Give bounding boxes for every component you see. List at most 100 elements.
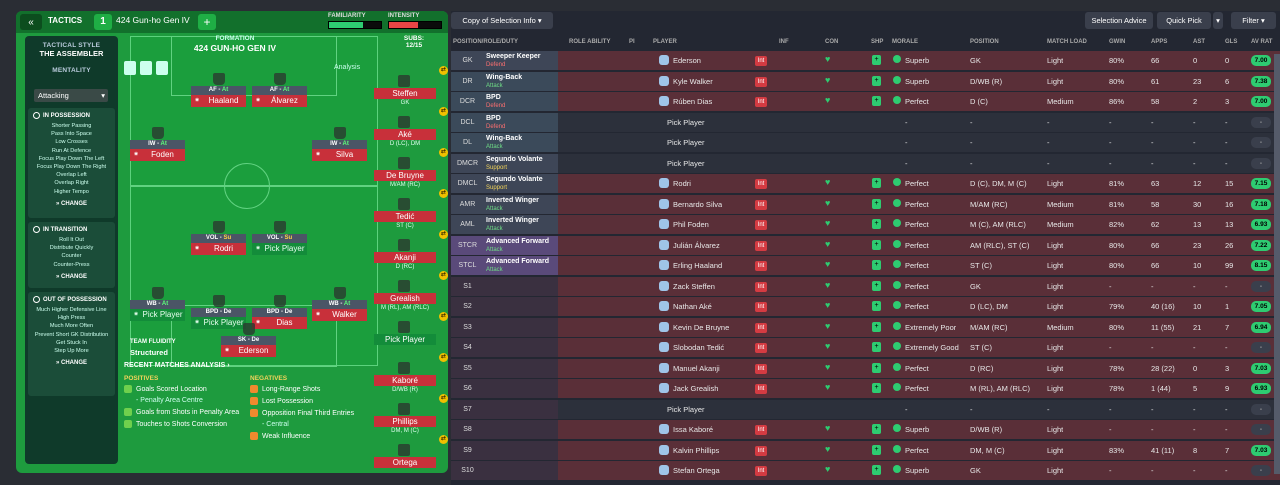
sub-card[interactable]: ⇄ De Bruyne M/AM (RC) (374, 148, 448, 189)
card-player-name[interactable]: ⁕ Pick Player (130, 309, 185, 321)
pitch-card[interactable]: WB - At ⁕ Walker (312, 287, 367, 321)
sub-name[interactable]: Pick Player (374, 334, 436, 345)
column-header[interactable]: CON (825, 39, 839, 45)
filter-button[interactable]: Filter ▾ (1231, 12, 1276, 29)
role-duty-cell[interactable]: Segundo Volante Support (484, 174, 558, 193)
player-name[interactable]: Pick Player (667, 158, 705, 168)
role-duty-cell[interactable]: Advanced Forward Attack (484, 235, 558, 255)
pitch-card[interactable]: VOL - Su ⁕ Rodri (191, 221, 246, 255)
injury-icon[interactable]: Int (755, 384, 767, 394)
player-name[interactable]: Pick Player (667, 404, 705, 414)
sub-name[interactable]: Steffen (374, 88, 436, 99)
stats-view-toggle[interactable] (140, 61, 152, 75)
player-name[interactable]: Ederson (673, 56, 701, 65)
swap-arrow-icon[interactable]: ⇄ (439, 435, 448, 444)
oop-change-button[interactable]: » CHANGE (55, 360, 88, 367)
sub-card[interactable]: ⇄ Akanji D (RC) (374, 230, 448, 271)
sub-name[interactable]: Ortega (374, 457, 436, 468)
table-row[interactable]: S1 Int ♥ + Zack Steffen Perfect GK Light - - - - - (451, 276, 1280, 297)
recent-matches-heading[interactable]: RECENT MATCHES ANALYSIS › (124, 362, 230, 369)
injury-icon[interactable]: Int (755, 97, 767, 107)
table-row[interactable]: S7 Pick Player - - - - - - - - (451, 399, 1280, 420)
player-name[interactable]: Erling Haaland (673, 261, 723, 270)
role-duty-cell[interactable]: Wing-Back Attack (484, 133, 558, 152)
role-duty-cell[interactable]: BPD Defend (484, 112, 558, 132)
add-tactic-button[interactable]: + (198, 14, 216, 30)
card-player-name[interactable]: ⁕ Foden (130, 149, 185, 161)
role-duty-cell[interactable]: Sweeper Keeper Defend (484, 51, 558, 70)
sub-card[interactable]: ⇄ Ortega (374, 435, 448, 468)
card-role[interactable]: WB - At (130, 300, 185, 309)
role-duty-cell[interactable]: Advanced Forward Attack (484, 256, 558, 275)
injury-icon[interactable]: Int (755, 56, 767, 66)
copy-selection-dropdown[interactable]: Copy of Selection Info ▾ (451, 12, 553, 29)
pitch-card[interactable]: BPD - De ⁕ Dias (252, 295, 307, 329)
sub-name[interactable]: Tedić (374, 211, 436, 222)
injury-icon[interactable]: Int (755, 281, 767, 292)
swap-arrow-icon[interactable]: ⇄ (439, 107, 448, 116)
injury-icon[interactable]: Int (755, 363, 767, 374)
sub-card[interactable]: ⇄ Kaboré D/WB (R) (374, 353, 448, 394)
player-name[interactable]: Zack Steffen (673, 281, 715, 291)
column-header[interactable]: ROLE ABILITY (569, 39, 611, 45)
possession-change-button[interactable]: » CHANGE (55, 200, 88, 207)
column-header[interactable]: AST (1193, 39, 1205, 45)
tactic-name[interactable]: 424 Gun-ho Gen IV (116, 15, 190, 25)
player-name[interactable]: Stefan Ortega (673, 466, 720, 475)
role-duty-cell[interactable] (484, 276, 558, 296)
role-duty-cell[interactable] (484, 440, 558, 460)
column-header[interactable]: GWIN (1109, 39, 1126, 45)
role-duty-cell[interactable] (484, 461, 558, 480)
card-player-name[interactable]: ⁕ Rodri (191, 243, 246, 255)
injury-icon[interactable]: Int (755, 240, 767, 251)
card-player-name[interactable]: ⁕ Silva (312, 149, 367, 161)
player-name[interactable]: Issa Kaboré (673, 425, 714, 434)
player-name[interactable]: Jack Grealish (673, 384, 719, 393)
card-role[interactable]: IW - At (130, 140, 185, 149)
role-duty-cell[interactable] (484, 338, 558, 357)
player-name[interactable]: Kalvin Phillips (673, 445, 720, 455)
card-player-name[interactable]: ⁕ Dias (252, 317, 307, 329)
injury-icon[interactable]: Int (755, 76, 767, 87)
injury-icon[interactable]: Int (755, 302, 767, 312)
player-name[interactable]: Pick Player (667, 138, 705, 147)
swap-arrow-icon[interactable]: ⇄ (439, 66, 448, 75)
column-header[interactable]: POSITION/ROLE/DUTY (453, 39, 519, 45)
column-header[interactable]: MORALE (892, 39, 918, 45)
injury-icon[interactable]: Int (755, 425, 767, 435)
role-duty-cell[interactable]: Segundo Volante Support (484, 153, 558, 173)
injury-icon[interactable]: Int (755, 343, 767, 353)
sub-card[interactable]: ⇄ Pick Player (374, 312, 448, 345)
sub-card[interactable]: ⇄ Tedić ST (C) (374, 189, 448, 230)
sub-name[interactable]: Phillips (374, 416, 436, 427)
table-row[interactable]: S6 Int ♥ + Jack Grealish Perfect M (RL), AM (R… (451, 379, 1280, 399)
swap-arrow-icon[interactable]: ⇄ (439, 312, 448, 321)
player-name[interactable]: Rúben Dias (673, 97, 713, 106)
card-role[interactable]: AF - At (191, 86, 246, 95)
card-role[interactable]: BPD - De (191, 308, 246, 317)
table-row[interactable]: S3 Int ♥ + Kevin De Bruyne Extremely Poor M/AM… (451, 317, 1280, 338)
card-role[interactable]: IW - At (312, 140, 367, 149)
player-name[interactable]: Slobodan Tedić (673, 343, 725, 352)
swap-arrow-icon[interactable]: ⇄ (439, 230, 448, 239)
swap-arrow-icon[interactable]: ⇄ (439, 271, 448, 280)
card-player-name[interactable]: ⁕ Haaland (191, 95, 246, 107)
role-duty-cell[interactable] (484, 297, 558, 316)
table-row[interactable]: S10 Int ♥ + Stefan Ortega Superb GK Light - - - - - (451, 461, 1280, 481)
selection-scrollbar[interactable] (1274, 54, 1280, 474)
card-role[interactable]: BPD - De (252, 308, 307, 317)
table-row[interactable]: S8 Int ♥ + Issa Kaboré Superb D/WB (R) Light - - -… (451, 420, 1280, 440)
card-player-name[interactable]: ⁕ Pick Player (191, 317, 246, 329)
card-role[interactable]: WB - At (312, 300, 367, 309)
swap-arrow-icon[interactable]: ⇄ (439, 353, 448, 362)
list-view-toggle[interactable] (156, 61, 168, 75)
sub-card[interactable]: ⇄ Grealish M (RL), AM (RLC) (374, 271, 448, 312)
injury-icon[interactable]: Int (755, 261, 767, 271)
player-name[interactable]: Phil Foden (673, 220, 709, 229)
table-row[interactable]: S5 Int ♥ + Manuel Akanji Perfect D (RC) Light 78… (451, 358, 1280, 379)
